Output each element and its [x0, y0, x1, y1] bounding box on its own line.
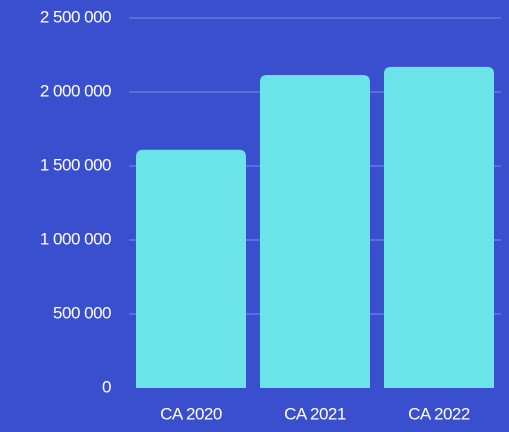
y-tick-label: 1 000 000 — [40, 229, 111, 248]
x-tick-label: CA 2020 — [160, 404, 222, 423]
bar — [384, 66, 494, 388]
bar — [260, 74, 370, 388]
y-tick-label: 2 500 000 — [40, 7, 111, 26]
y-tick-label: 2 000 000 — [40, 81, 111, 100]
y-tick-label: 1 500 000 — [40, 155, 111, 174]
y-tick-label: 0 — [102, 377, 111, 396]
x-tick-label: CA 2021 — [284, 404, 346, 423]
bar — [136, 149, 246, 388]
x-tick-label: CA 2022 — [408, 404, 470, 423]
y-tick-label: 500 000 — [53, 303, 111, 322]
